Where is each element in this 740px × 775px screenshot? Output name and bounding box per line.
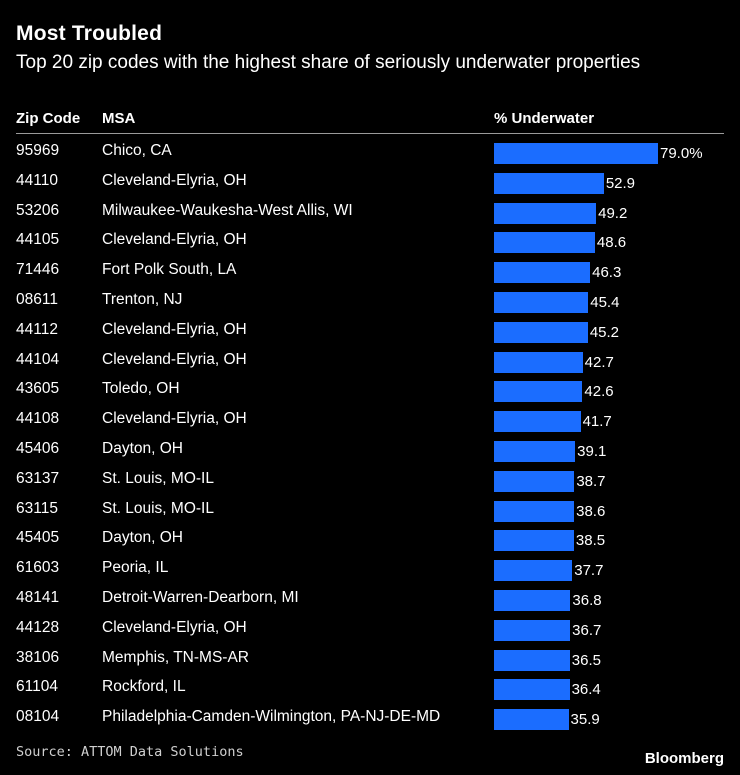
msa-cell: Cleveland-Elyria, OH: [102, 171, 247, 189]
value-label: 42.7: [584, 353, 614, 371]
value-label: 37.7: [574, 562, 604, 580]
value-label: 42.6: [584, 383, 614, 401]
msa-cell: Cleveland-Elyria, OH: [102, 350, 247, 368]
bar-63115: [494, 500, 575, 522]
source-note: Source: ATTOM Data Solutions: [16, 744, 244, 760]
value-label: 79.0%: [660, 145, 703, 162]
bar-61104: [494, 679, 570, 701]
msa-cell: Cleveland-Elyria, OH: [102, 231, 247, 249]
bar-08611: [494, 292, 589, 313]
msa-cell: Chico, CA: [102, 142, 172, 159]
zip-code-cell: 44112: [16, 320, 58, 338]
msa-cell: Toledo, OH: [102, 380, 180, 398]
bar-08104: [494, 709, 569, 731]
bar-44128: [494, 619, 571, 641]
bar-45405: [494, 530, 574, 552]
bar-63137: [494, 470, 575, 492]
value-label: 36.5: [571, 651, 601, 669]
msa-cell: St. Louis, MO-IL: [102, 469, 214, 487]
msa-cell: Cleveland-Elyria, OH: [102, 320, 247, 338]
header-divider: [16, 133, 724, 134]
zip-code-cell: 95969: [16, 142, 60, 159]
msa-cell: Dayton, OH: [102, 440, 183, 457]
value-label: 41.7: [582, 413, 612, 431]
zip-code-cell: 63137: [16, 469, 60, 487]
bar-44104: [494, 351, 583, 373]
value-label: 39.1: [577, 443, 607, 460]
chart-subtitle: Top 20 zip codes with the highest share …: [16, 52, 641, 73]
msa-cell: Rockford, IL: [102, 678, 186, 696]
value-label: 46.3: [592, 264, 622, 282]
value-label: 45.4: [590, 294, 620, 311]
bar-48141: [494, 590, 571, 611]
bar-53206: [494, 202, 597, 224]
zip-code-cell: 38106: [16, 648, 60, 666]
bar-44105: [494, 232, 595, 254]
value-label: 36.7: [572, 621, 602, 639]
msa-cell: Philadelphia-Camden-Wilmington, PA-NJ-DE…: [102, 708, 441, 726]
msa-cell: Fort Polk South, LA: [102, 261, 237, 279]
zip-code-cell: 63115: [16, 499, 58, 517]
value-label: 36.4: [571, 681, 601, 699]
header-underwater: % Underwater: [494, 110, 595, 127]
bar-61603: [494, 560, 573, 582]
value-label: 49.2: [598, 204, 628, 222]
msa-cell: Cleveland-Elyria, OH: [102, 618, 247, 636]
msa-cell: Dayton, OH: [102, 529, 183, 547]
value-label: 48.6: [596, 234, 627, 252]
msa-cell: Milwaukee-Waukesha-West Allis, WI: [102, 201, 353, 219]
bar-44112: [494, 321, 588, 343]
msa-cell: Trenton, NJ: [102, 291, 183, 308]
zip-code-cell: 45406: [16, 440, 60, 457]
bar-38106: [494, 649, 570, 671]
zip-code-cell: 45405: [16, 529, 60, 547]
header-zip-code: Zip Code: [16, 110, 81, 127]
zip-code-cell: 71446: [16, 261, 60, 279]
header-msa: MSA: [102, 110, 136, 127]
bar-43605: [494, 381, 583, 403]
bloomberg-logo: Bloomberg: [644, 750, 724, 767]
zip-code-cell: 08104: [16, 708, 60, 726]
zip-code-cell: 48141: [16, 589, 60, 606]
value-label: 36.8: [572, 592, 602, 609]
value-label: 38.5: [575, 532, 606, 550]
msa-cell: Cleveland-Elyria, OH: [102, 410, 247, 428]
bar-95969: [494, 143, 658, 164]
value-label: 52.9: [605, 174, 636, 192]
zip-code-cell: 44128: [16, 618, 60, 636]
value-label: 38.7: [576, 472, 606, 490]
zip-code-cell: 43605: [16, 380, 60, 398]
zip-code-cell: 44110: [16, 171, 58, 189]
value-label: 38.6: [576, 502, 606, 520]
msa-cell: Peoria, IL: [102, 559, 169, 577]
value-label: 45.2: [589, 323, 620, 341]
bar-45406: [494, 441, 576, 462]
zip-code-cell: 08611: [16, 291, 58, 308]
zip-code-cell: 44104: [16, 350, 60, 368]
value-label: 35.9: [570, 711, 600, 729]
bar-44110: [494, 172, 604, 194]
zip-code-cell: 61603: [16, 559, 60, 577]
msa-cell: Detroit-Warren-Dearborn, MI: [102, 589, 299, 606]
zip-code-cell: 44105: [16, 231, 60, 249]
chart-title: Most Troubled: [16, 22, 163, 45]
zip-code-cell: 61104: [16, 678, 58, 696]
bar-71446: [494, 262, 591, 284]
bar-44108: [494, 411, 581, 433]
zip-code-cell: 53206: [16, 201, 60, 219]
msa-cell: Memphis, TN-MS-AR: [102, 648, 249, 666]
msa-cell: St. Louis, MO-IL: [102, 499, 214, 517]
zip-code-cell: 44108: [16, 410, 60, 428]
chart-rows: 95969 Chico, CA 79.0% 44110 Cleveland-Elyria…: [16, 142, 703, 731]
